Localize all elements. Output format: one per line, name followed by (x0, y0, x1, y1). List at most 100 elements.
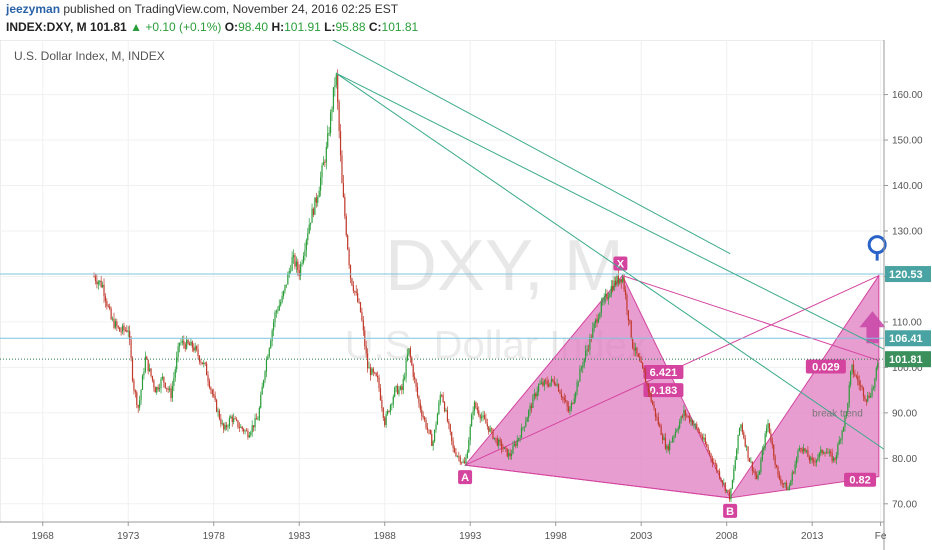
candle-body (110, 308, 112, 320)
candle-body (593, 323, 595, 329)
candle-body (518, 438, 520, 440)
candle-body (650, 392, 652, 402)
trendline-3 (298, 21, 731, 255)
candle-body (559, 391, 561, 394)
candle-body (264, 371, 266, 381)
candle-body (329, 112, 332, 134)
symbol-name[interactable]: INDEX:DXY, M (6, 20, 87, 34)
candle-body (180, 342, 182, 344)
candle-body (325, 146, 327, 163)
candle-body (533, 393, 535, 397)
candle-body (190, 341, 192, 346)
candle-body (391, 404, 393, 406)
candle-body (471, 414, 473, 427)
candle-body (277, 310, 279, 312)
harmonic-pattern[interactable]: X A B 6.421 0.183 0.029 0.82 (458, 235, 887, 518)
candle-body (302, 255, 305, 263)
candle-body (166, 387, 168, 389)
candle-body (807, 450, 809, 457)
candle-body (500, 441, 503, 449)
candle-body (308, 224, 310, 234)
candle-body (499, 439, 501, 442)
candle-body (689, 416, 691, 422)
candle-body (774, 456, 776, 465)
candle-body (785, 482, 788, 491)
candle-body (811, 457, 813, 461)
candle-body (744, 438, 746, 447)
candle-body (275, 310, 278, 313)
candle-body (761, 450, 763, 460)
candle-body (187, 339, 189, 344)
candle-body (690, 420, 692, 422)
price-axis[interactable]: 70.0080.0090.00100.00110.00120.00130.001… (883, 40, 931, 550)
candle-body (473, 402, 476, 412)
candle-body (117, 326, 119, 328)
candle-body (225, 425, 228, 428)
watermark-symbol: DXY, M (385, 226, 624, 306)
low-value: 95.88 (335, 20, 366, 34)
candle-body (763, 447, 765, 451)
candle-body (463, 461, 466, 464)
candle-body (844, 416, 846, 428)
candle-body (842, 427, 845, 431)
candle-body (731, 480, 733, 489)
candle-body (815, 459, 818, 463)
candle-body (781, 483, 783, 484)
candle-body (113, 318, 115, 328)
candle-body (443, 402, 446, 412)
candle-body (295, 261, 297, 267)
candle-body (592, 328, 594, 339)
candle-body (550, 379, 553, 383)
price-tick-label: 90.00 (892, 408, 917, 419)
candle-body (193, 347, 195, 351)
candle-body (858, 380, 860, 386)
candle-body (640, 361, 642, 363)
price-tick-label: 100.00 (892, 363, 923, 374)
candle-body (369, 367, 372, 375)
candle-body (448, 421, 450, 425)
candle-body (388, 410, 390, 412)
candle-body (116, 321, 118, 327)
candle-body (838, 440, 840, 445)
candle-body (718, 471, 721, 479)
candle-body (265, 359, 268, 372)
candle-body (412, 365, 414, 377)
candle-body (184, 344, 186, 349)
candle-body (424, 417, 426, 420)
candle-body (522, 427, 524, 429)
candle-body (557, 384, 560, 392)
candle-body (426, 427, 429, 430)
candle-body (627, 310, 629, 321)
candle-body (453, 447, 456, 453)
candle-body (134, 390, 136, 393)
candle-body (93, 276, 95, 278)
point-a-label: A (461, 472, 469, 484)
candle-body (367, 353, 369, 369)
candle-body (777, 466, 779, 475)
candle-body (516, 439, 518, 446)
candle-body (871, 388, 873, 397)
candle-body (389, 405, 392, 412)
projection-arrow-icon (859, 311, 886, 344)
candle-body (624, 289, 627, 296)
candle-body (523, 426, 525, 428)
drawing-lines[interactable] (0, 21, 885, 450)
candle-body (513, 444, 515, 446)
candle-body (476, 407, 478, 411)
candle-body (203, 362, 205, 365)
candle-body (489, 428, 491, 432)
candle-body (616, 276, 618, 285)
author-link[interactable]: jeezyman (6, 2, 61, 16)
candle-body (805, 450, 808, 452)
close-value: 101.81 (381, 20, 419, 34)
candle-body (775, 464, 778, 467)
candle-body (629, 320, 631, 322)
candle-body (240, 426, 242, 428)
candle-body (445, 410, 447, 412)
candle-body (726, 489, 728, 491)
candle-body (133, 380, 135, 391)
candle-body (505, 447, 507, 449)
time-tick-label: 1978 (203, 531, 226, 542)
time-axis[interactable]: 1968 1973 1978 1983 1988 1993 1998 2003 2008 2013… (0, 521, 887, 542)
